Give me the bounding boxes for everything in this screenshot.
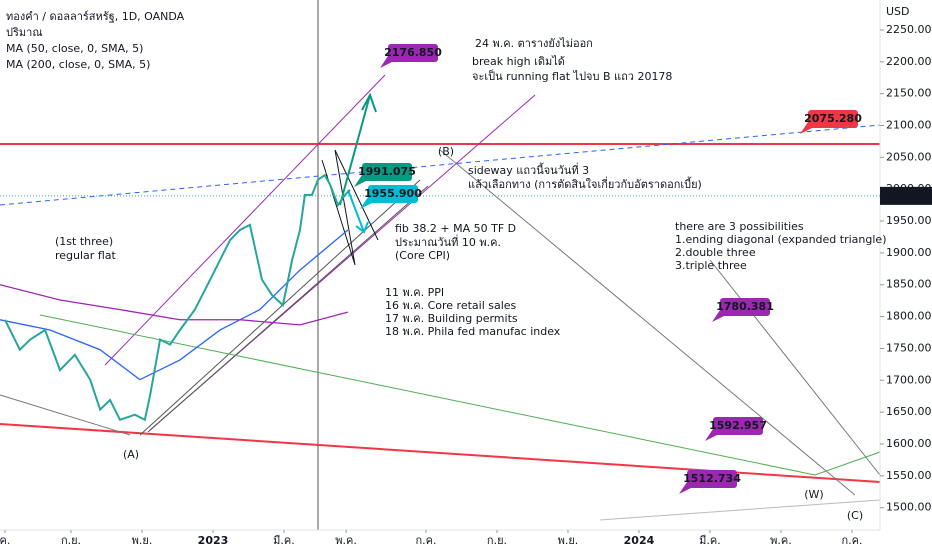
last-price-box xyxy=(880,186,932,205)
wave-label: (B) xyxy=(438,145,454,158)
arrow-head xyxy=(361,92,377,113)
x-tick-label: พ.ค. xyxy=(770,534,792,547)
x-tick-label: พ.ค. xyxy=(335,534,357,547)
x-tick-label: ก.ค. xyxy=(841,534,862,547)
legend-entry: MA (200, close, 0, SMA, 5) xyxy=(6,58,150,71)
annotation: (1st three) xyxy=(55,235,113,248)
price-tag xyxy=(808,110,858,128)
price-tag-label: 1955.900 xyxy=(364,187,422,200)
price-tag xyxy=(713,417,763,435)
channel-line xyxy=(104,74,386,366)
channel-line xyxy=(139,179,421,436)
wave-label: (A) xyxy=(123,448,139,461)
y-tick-label: 1500.000 xyxy=(886,501,932,514)
channel-line xyxy=(147,185,429,433)
price-tag xyxy=(388,44,438,62)
annotation: (Core CPI) xyxy=(395,249,450,262)
y-tick-label: 2200.000 xyxy=(886,55,932,68)
chart-title: ทองคำ / ดอลลาร์สหรัฐ, 1D, OANDA xyxy=(6,10,185,23)
arrow xyxy=(347,189,365,233)
x-tick-label: ก.ค. xyxy=(415,534,436,547)
annotation: 11 พ.ค. PPI xyxy=(385,286,444,299)
trend-line xyxy=(0,124,881,206)
x-tick-label: 2023 xyxy=(198,534,229,547)
price-tag-pointer xyxy=(800,122,816,134)
drawings xyxy=(0,0,881,530)
x-tick-label: พ.ย. xyxy=(558,534,579,547)
annotation: break high เดิมได้ xyxy=(472,55,565,68)
price-tag-pointer xyxy=(380,56,396,68)
annotation: 17 พ.ค. Building permits xyxy=(385,312,518,325)
annotation: 2.double three xyxy=(675,246,756,259)
price-tag-label: 2075.280 xyxy=(804,112,862,125)
wave-label: (W) xyxy=(804,488,823,501)
y-tick-label: 1950.000 xyxy=(886,214,932,227)
y-tick-label: 1650.000 xyxy=(886,405,932,418)
price-tag-label: 2176.850 xyxy=(384,46,442,59)
annotation: 18 พ.ค. Phila fed manufac index xyxy=(385,325,561,338)
y-tick-label: 1900.000 xyxy=(886,246,932,259)
y-axis-label: USD xyxy=(886,5,910,18)
annotation: regular flat xyxy=(55,249,116,262)
y-tick-label: 1850.000 xyxy=(886,278,932,291)
price-tag-pointer xyxy=(360,197,376,209)
annotation: there are 3 possibilities xyxy=(675,220,804,233)
wave-line xyxy=(709,259,881,476)
wave-label: (C) xyxy=(847,509,863,522)
price-line xyxy=(4,173,351,422)
price-tag-label: 1512.734 xyxy=(683,472,741,485)
wave-line xyxy=(599,499,881,521)
annotation: 24 พ.ค. ตารางยังไม่ออก xyxy=(475,37,593,50)
price-tag-label: 1780.381 xyxy=(716,300,774,313)
y-tick-label: 1550.000 xyxy=(886,469,932,482)
annotation: จะเป็น running flat ไปจบ B แถว 20178 xyxy=(472,69,672,83)
x-tick-label: 2024 xyxy=(624,534,655,547)
x-tick-label: มี.ค. xyxy=(273,534,295,547)
x-tick-label: พ.ย. xyxy=(132,534,153,547)
annotation: fib 38.2 + MA 50 TF D xyxy=(395,222,516,235)
price-tag-pointer xyxy=(679,482,695,494)
x-tick-label: ก.ย. xyxy=(61,534,81,547)
annotation: 16 พ.ค. Core retail sales xyxy=(385,299,517,312)
annotation: 1.ending diagonal (expanded triangle) xyxy=(675,233,886,246)
legend-entry: MA (50, close, 0, SMA, 5) xyxy=(6,42,143,55)
price-tag xyxy=(362,163,412,181)
price-tag-label: 1991.075 xyxy=(358,165,416,178)
y-tick-label: 2150.000 xyxy=(886,87,932,100)
wave-line xyxy=(0,394,131,436)
price-tag-pointer xyxy=(354,175,370,187)
y-tick-label: 1600.000 xyxy=(886,437,932,450)
price-tag xyxy=(720,298,770,316)
triangle xyxy=(321,149,379,266)
annotation: 3.triple three xyxy=(675,259,747,272)
x-tick-label: ค. xyxy=(0,534,10,547)
arrow xyxy=(339,94,371,206)
x-tick-label: ก.ย. xyxy=(487,534,507,547)
last-price-label: 1989.535 xyxy=(885,189,932,202)
price-tag-label: 1592.957 xyxy=(709,419,767,432)
ma-line xyxy=(0,284,349,326)
volume-label: ปริมาณ xyxy=(6,26,43,39)
annotation: sideway แถวนี้จนวันที่ 3 xyxy=(468,162,589,177)
annotation: แล้วเลือกทาง (การตัดสินใจเกี่ยวกับอัตราด… xyxy=(468,176,702,191)
y-tick-label: 2050.000 xyxy=(886,150,932,163)
y-tick-label: 1700.000 xyxy=(886,373,932,386)
annotation: ประมาณวันที่ 10 พ.ค. xyxy=(395,234,501,249)
y-tick-label: 1750.000 xyxy=(886,341,932,354)
arrow-head xyxy=(355,221,369,234)
y-tick-label: 2250.000 xyxy=(886,23,932,36)
price-tag xyxy=(368,185,418,203)
y-tick-label: 1800.000 xyxy=(886,310,932,323)
y-tick-label: 2100.000 xyxy=(886,118,932,131)
price-tag-pointer xyxy=(712,310,728,322)
price-tag-pointer xyxy=(705,429,721,441)
x-tick-label: มี.ค. xyxy=(699,534,721,547)
wave-line xyxy=(439,149,856,496)
wave-line xyxy=(39,314,881,476)
price-tag xyxy=(687,470,737,488)
